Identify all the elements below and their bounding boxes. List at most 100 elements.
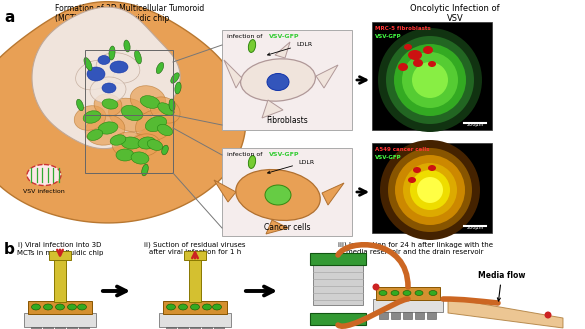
Polygon shape xyxy=(0,2,246,223)
Bar xyxy=(190,327,200,329)
Ellipse shape xyxy=(379,291,387,295)
Bar xyxy=(49,251,71,260)
Bar xyxy=(313,263,363,305)
Text: Formation of 3D Multicellular Tumoroid
(MCT) within microfluidic chip: Formation of 3D Multicellular Tumoroid (… xyxy=(55,4,204,23)
Text: Cancer cells: Cancer cells xyxy=(264,223,310,232)
Bar xyxy=(310,253,366,265)
Ellipse shape xyxy=(408,177,416,183)
Bar xyxy=(202,327,212,329)
Ellipse shape xyxy=(191,304,199,310)
Ellipse shape xyxy=(124,40,130,52)
Text: iii) Incubation for 24 h after linkage with the
media reservoir and the drain re: iii) Incubation for 24 h after linkage w… xyxy=(338,242,493,256)
Bar xyxy=(31,327,41,329)
Ellipse shape xyxy=(202,304,212,310)
Ellipse shape xyxy=(394,44,466,116)
Ellipse shape xyxy=(43,304,53,310)
Ellipse shape xyxy=(109,46,115,60)
Text: LDLR: LDLR xyxy=(267,160,314,173)
Polygon shape xyxy=(224,60,242,88)
Ellipse shape xyxy=(98,122,118,134)
Ellipse shape xyxy=(380,140,480,240)
Polygon shape xyxy=(266,220,288,234)
Text: VSV infection: VSV infection xyxy=(23,189,65,194)
Ellipse shape xyxy=(413,167,421,173)
Polygon shape xyxy=(316,65,338,88)
Ellipse shape xyxy=(102,99,118,109)
Ellipse shape xyxy=(212,304,222,310)
Ellipse shape xyxy=(398,63,408,71)
Ellipse shape xyxy=(102,83,116,93)
Ellipse shape xyxy=(169,99,175,111)
Ellipse shape xyxy=(121,137,141,149)
Ellipse shape xyxy=(265,185,291,205)
Text: VSV-GFP: VSV-GFP xyxy=(269,34,300,39)
Polygon shape xyxy=(322,183,344,205)
Text: i) Viral infection into 3D
MCTs in microfluidic chip: i) Viral infection into 3D MCTs in micro… xyxy=(17,242,103,256)
Bar xyxy=(67,327,77,329)
Bar xyxy=(159,313,231,327)
Ellipse shape xyxy=(403,291,411,295)
Ellipse shape xyxy=(83,111,101,123)
Bar xyxy=(163,301,227,314)
Text: VSV-GFP: VSV-GFP xyxy=(269,152,300,157)
Ellipse shape xyxy=(386,36,474,124)
Ellipse shape xyxy=(84,58,92,70)
Polygon shape xyxy=(214,180,236,202)
Polygon shape xyxy=(448,298,563,328)
Polygon shape xyxy=(32,7,180,149)
Bar xyxy=(55,327,65,329)
Text: MRC-5 fibroblasts: MRC-5 fibroblasts xyxy=(375,26,431,31)
Ellipse shape xyxy=(171,73,179,83)
Polygon shape xyxy=(275,42,290,58)
Ellipse shape xyxy=(236,169,320,220)
Bar xyxy=(85,115,173,173)
Ellipse shape xyxy=(27,164,61,186)
Ellipse shape xyxy=(249,156,256,168)
Ellipse shape xyxy=(67,304,77,310)
Bar xyxy=(24,313,96,327)
Ellipse shape xyxy=(87,130,103,140)
Ellipse shape xyxy=(415,291,423,295)
Circle shape xyxy=(545,312,552,318)
Ellipse shape xyxy=(175,82,181,94)
Ellipse shape xyxy=(32,304,40,310)
Ellipse shape xyxy=(140,96,160,108)
Bar xyxy=(222,30,352,130)
Ellipse shape xyxy=(412,62,448,98)
Ellipse shape xyxy=(395,155,465,225)
Ellipse shape xyxy=(178,304,188,310)
Text: Media flow: Media flow xyxy=(478,270,525,301)
Bar xyxy=(379,312,388,319)
Bar xyxy=(214,327,224,329)
Bar xyxy=(54,258,66,302)
Bar xyxy=(43,327,53,329)
Text: A549 cancer cells: A549 cancer cells xyxy=(375,147,429,152)
Circle shape xyxy=(373,284,380,291)
Bar xyxy=(85,50,173,115)
Ellipse shape xyxy=(131,152,149,164)
Ellipse shape xyxy=(408,50,422,60)
Bar xyxy=(403,312,412,319)
Ellipse shape xyxy=(112,132,148,158)
Ellipse shape xyxy=(428,165,436,171)
Bar xyxy=(189,258,201,302)
Bar xyxy=(415,312,424,319)
Ellipse shape xyxy=(110,61,128,73)
Text: b: b xyxy=(4,242,15,257)
Text: Fibroblasts: Fibroblasts xyxy=(266,116,308,125)
Text: Oncolytic Infection of
VSV: Oncolytic Infection of VSV xyxy=(410,4,500,23)
Bar xyxy=(79,327,89,329)
Bar xyxy=(427,312,436,319)
Bar xyxy=(376,287,440,300)
Text: 200μm: 200μm xyxy=(466,122,484,127)
Ellipse shape xyxy=(130,86,166,114)
Ellipse shape xyxy=(150,97,180,123)
Ellipse shape xyxy=(161,145,168,155)
Ellipse shape xyxy=(156,63,164,74)
Ellipse shape xyxy=(146,116,167,132)
Ellipse shape xyxy=(135,50,142,64)
Ellipse shape xyxy=(240,59,315,101)
Bar xyxy=(372,22,492,130)
Ellipse shape xyxy=(417,177,443,203)
Ellipse shape xyxy=(110,135,126,145)
